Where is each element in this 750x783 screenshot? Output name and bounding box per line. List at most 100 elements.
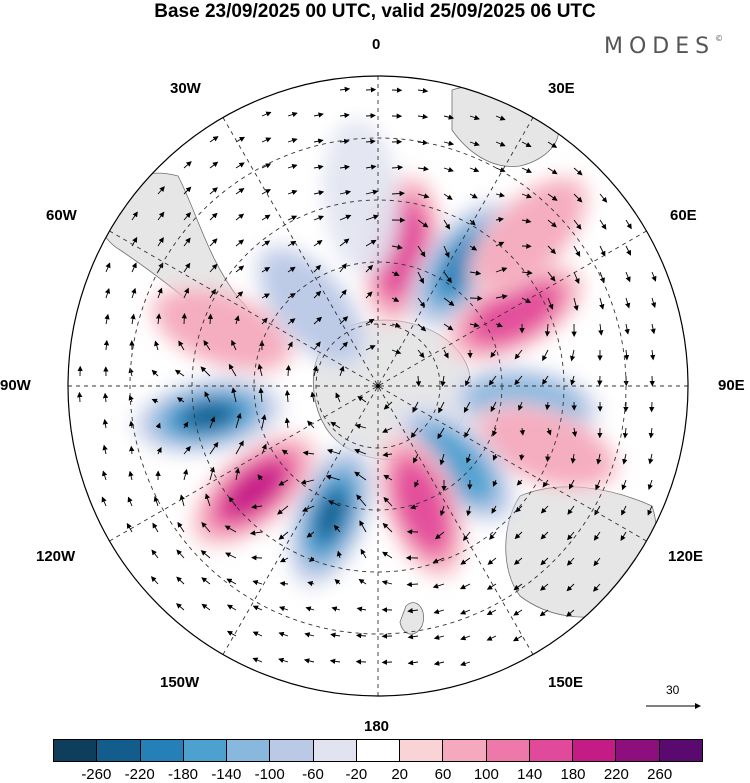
wind-arrow xyxy=(460,557,471,565)
wind-arrow xyxy=(469,167,480,173)
wind-arrow xyxy=(183,186,192,195)
colorbar-tick-label: -220 xyxy=(124,766,155,783)
wind-arrow xyxy=(209,466,215,481)
wind-arrow xyxy=(209,161,219,169)
wind-arrow xyxy=(235,265,245,273)
wind-arrow xyxy=(313,138,324,144)
wind-arrow xyxy=(469,270,482,276)
wind-arrow xyxy=(490,401,497,413)
wind-arrow xyxy=(625,245,631,256)
wind-arrow xyxy=(278,657,289,664)
wind-arrow xyxy=(313,112,324,118)
wind-arrow xyxy=(573,271,580,285)
wind-arrow xyxy=(495,322,503,328)
wind-arrow xyxy=(204,493,211,507)
wind-arrow xyxy=(382,427,393,433)
wind-arrow xyxy=(433,608,445,615)
wind-arrow xyxy=(407,634,419,640)
wind-arrow xyxy=(573,219,582,230)
wind-arrow xyxy=(327,448,341,455)
wind-arrow xyxy=(516,479,523,486)
wind-arrow xyxy=(130,313,136,325)
wind-arrow xyxy=(542,479,549,488)
wind-arrow xyxy=(487,557,497,565)
wind-arrow xyxy=(465,375,471,387)
wind-arrow xyxy=(235,162,245,169)
wind-arrow xyxy=(201,603,211,611)
wind-arrow xyxy=(234,467,241,481)
wind-arrow xyxy=(287,189,298,195)
wind-arrow xyxy=(354,448,367,455)
wind-arrow xyxy=(287,318,296,325)
colorbar-swatch xyxy=(227,740,271,761)
wind-arrow xyxy=(176,549,185,559)
wind-arrow xyxy=(359,520,367,533)
wind-arrow xyxy=(547,141,558,148)
lon-label-30w: 30W xyxy=(170,80,201,97)
wind-arrow xyxy=(305,606,315,612)
wind-arrow xyxy=(460,661,471,667)
wind-arrow xyxy=(226,578,237,585)
lon-label-150w: 150W xyxy=(160,674,200,691)
wind-arrow xyxy=(417,113,429,120)
wind-arrow xyxy=(413,453,419,464)
wind-arrow xyxy=(203,339,211,351)
wind-arrow xyxy=(459,583,471,590)
wind-arrow xyxy=(622,453,628,465)
wind-arrow xyxy=(490,349,497,358)
wind-arrow xyxy=(339,86,351,93)
colorbar-tick-label: 260 xyxy=(647,766,673,783)
wind-arrow xyxy=(569,349,576,362)
wind-arrow xyxy=(339,112,350,119)
wind-arrow xyxy=(177,521,185,533)
wind-arrow xyxy=(325,474,341,481)
wind-arrow xyxy=(438,401,445,414)
wind-arrow xyxy=(595,479,601,491)
wind-arrow xyxy=(433,634,445,640)
wind-arrow xyxy=(365,239,377,247)
wind-arrow xyxy=(539,609,549,617)
wind-arrow xyxy=(287,240,297,247)
wind-arrow xyxy=(540,583,549,591)
wind-arrow xyxy=(514,375,523,386)
wind-arrow xyxy=(155,313,162,325)
wind-arrow xyxy=(515,505,523,513)
wind-arrow xyxy=(412,401,419,413)
wind-arrow xyxy=(599,219,607,230)
lon-label-60e: 60E xyxy=(670,207,697,224)
wind-arrow xyxy=(469,115,480,121)
wind-arrow xyxy=(252,631,263,637)
wind-arrow xyxy=(439,453,445,466)
wind-arrow xyxy=(417,271,424,284)
wind-arrow xyxy=(443,297,455,306)
lon-label-0: 0 xyxy=(372,36,381,53)
wind-arrow xyxy=(443,349,449,359)
wind-arrow xyxy=(571,427,578,438)
wind-arrow xyxy=(365,345,376,351)
wind-arrow xyxy=(391,271,400,276)
wind-arrow xyxy=(407,608,419,614)
wind-arrow xyxy=(356,606,367,612)
wind-arrow xyxy=(127,496,133,507)
wind-arrow xyxy=(365,214,379,221)
wind-arrow xyxy=(330,421,341,429)
wind-arrow xyxy=(235,187,245,195)
wind-arrow xyxy=(417,219,429,228)
anomaly-blob xyxy=(420,428,492,500)
wind-arrow xyxy=(235,136,245,143)
wind-arrow xyxy=(460,635,471,641)
wind-arrow xyxy=(521,193,532,199)
wind-arrow xyxy=(306,531,315,538)
map-title: Base 23/09/2025 00 UTC, valid 25/09/2025… xyxy=(154,1,596,22)
colorbar-swatch xyxy=(356,740,401,761)
wind-arrow xyxy=(128,470,134,481)
wind-arrow xyxy=(226,630,237,637)
wind-arrow xyxy=(547,245,556,255)
wind-arrow xyxy=(209,136,219,143)
wind-arrow xyxy=(566,557,575,566)
wind-arrow xyxy=(540,505,549,514)
wind-arrow xyxy=(235,291,244,299)
wind-arrow xyxy=(391,349,402,355)
lon-label-90w: 90W xyxy=(0,377,31,394)
wind-arrow xyxy=(542,349,549,362)
